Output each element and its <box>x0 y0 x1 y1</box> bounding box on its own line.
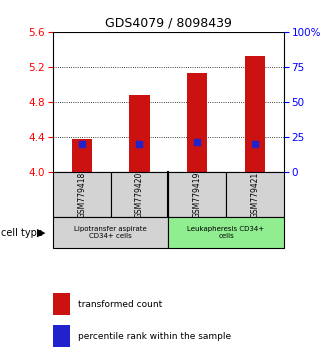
Text: GSM779419: GSM779419 <box>193 171 202 218</box>
Text: GSM779418: GSM779418 <box>77 171 86 218</box>
Bar <box>72 139 92 172</box>
Bar <box>168 172 226 217</box>
Bar <box>226 172 284 217</box>
Bar <box>53 217 168 248</box>
Bar <box>129 95 149 172</box>
Text: Lipotransfer aspirate
CD34+ cells: Lipotransfer aspirate CD34+ cells <box>74 226 147 239</box>
Text: percentile rank within the sample: percentile rank within the sample <box>78 332 231 341</box>
Text: ▶: ▶ <box>37 228 46 238</box>
Text: GSM779420: GSM779420 <box>135 171 144 218</box>
Text: transformed count: transformed count <box>78 300 162 309</box>
Title: GDS4079 / 8098439: GDS4079 / 8098439 <box>105 16 232 29</box>
Bar <box>53 293 70 315</box>
Bar <box>111 172 168 217</box>
Text: cell type: cell type <box>1 228 43 238</box>
Bar <box>187 73 207 172</box>
Text: Leukapheresis CD34+
cells: Leukapheresis CD34+ cells <box>187 226 265 239</box>
Bar <box>53 172 111 217</box>
Text: GSM779421: GSM779421 <box>250 171 259 218</box>
Bar <box>245 56 265 172</box>
Bar <box>168 217 284 248</box>
Bar <box>53 325 70 347</box>
